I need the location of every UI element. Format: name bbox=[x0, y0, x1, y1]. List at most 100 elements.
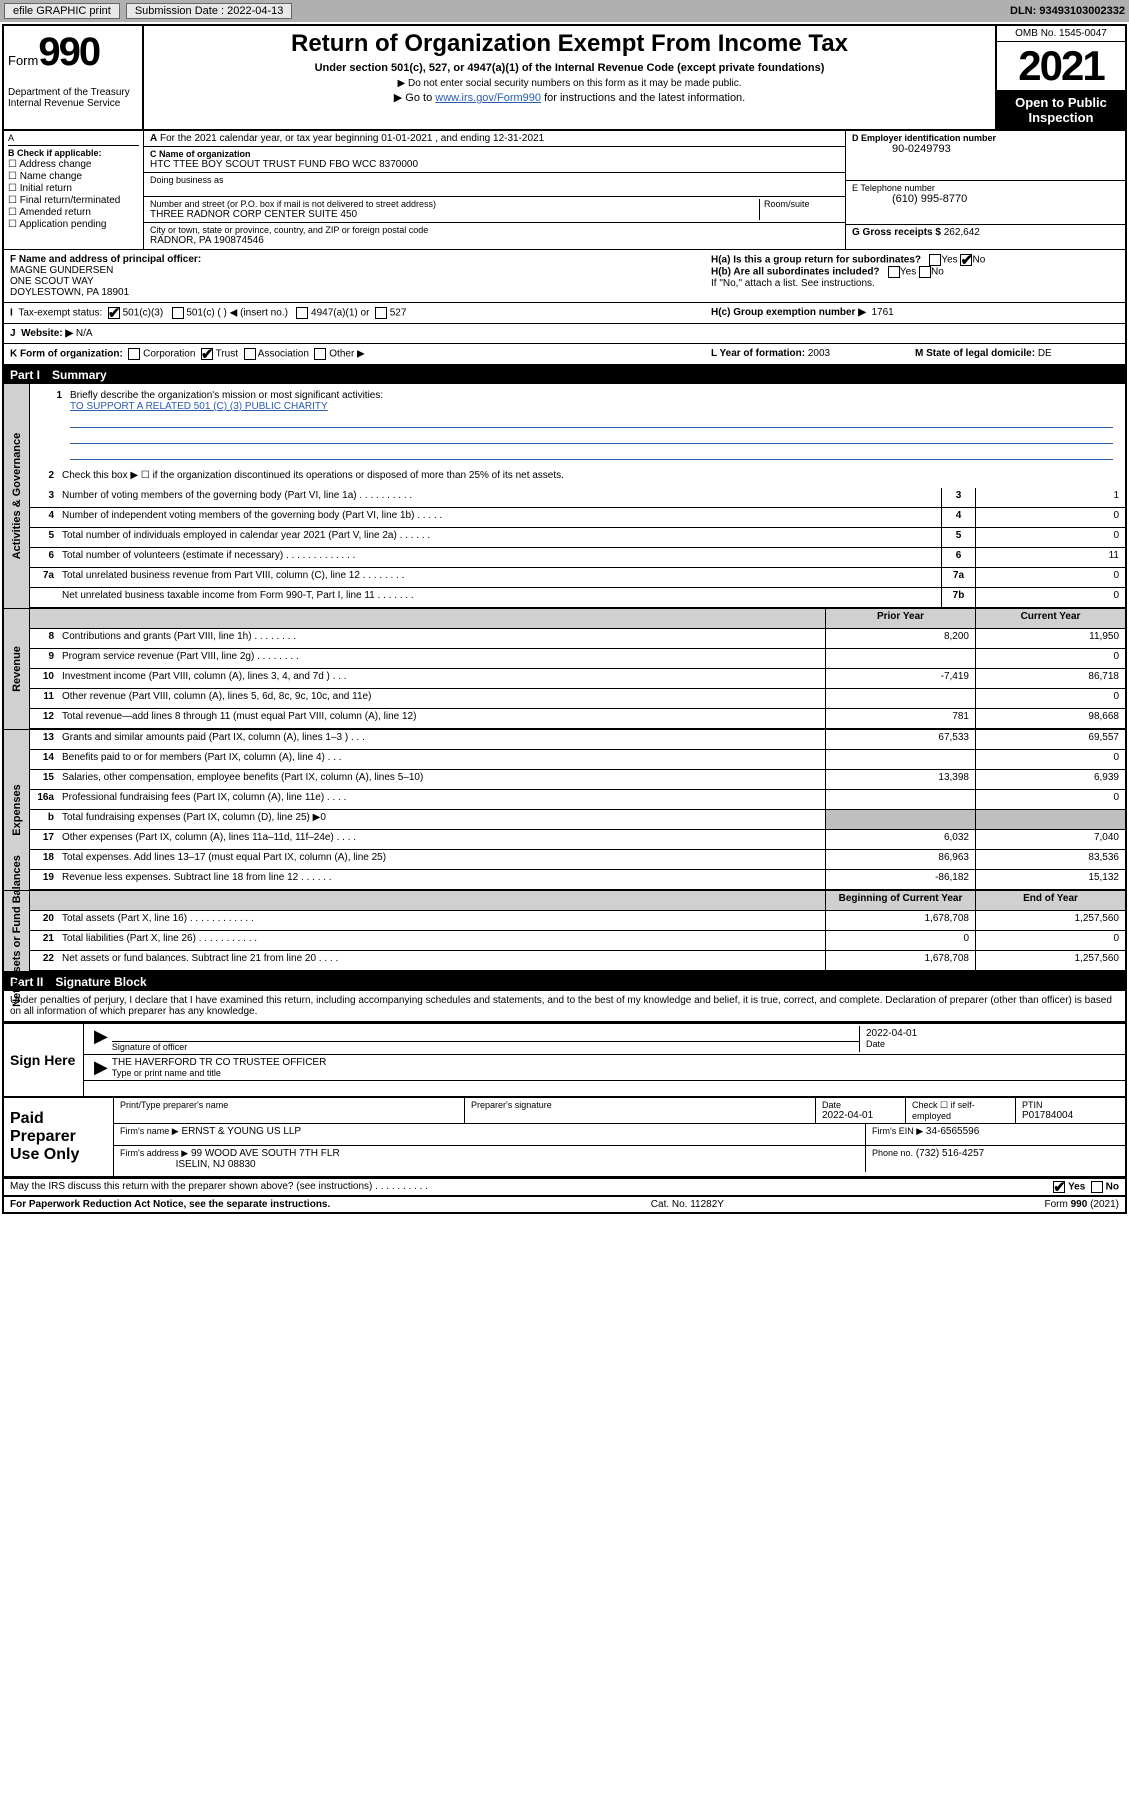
header-left: Form990 Department of the Treasury Inter… bbox=[4, 26, 144, 129]
section-net-assets: Net Assets or Fund Balances Beginning of… bbox=[4, 890, 1125, 973]
phone-value: (610) 995-8770 bbox=[852, 193, 1119, 205]
sign-here-block: Sign Here ▶ Signature of officer 2022-04… bbox=[4, 1022, 1125, 1096]
c-dba-cell: Doing business as bbox=[144, 173, 845, 197]
table-row: 22Net assets or fund balances. Subtract … bbox=[30, 951, 1125, 971]
section-expenses: Expenses 13Grants and similar amounts pa… bbox=[4, 729, 1125, 890]
table-row: 8Contributions and grants (Part VIII, li… bbox=[30, 629, 1125, 649]
mission-block: 1 Briefly describe the organization's mi… bbox=[30, 384, 1125, 468]
table-row: 5Total number of individuals employed in… bbox=[30, 528, 1125, 548]
j-website: J Website: ▶ N/A bbox=[4, 324, 705, 343]
cb-501c[interactable] bbox=[172, 307, 184, 319]
firm-ein: 34-6565596 bbox=[926, 1126, 979, 1137]
cb-trust[interactable] bbox=[201, 348, 213, 360]
row-j: J Website: ▶ N/A bbox=[4, 324, 1125, 344]
table-row: 14Benefits paid to or for members (Part … bbox=[30, 750, 1125, 770]
table-row: bTotal fundraising expenses (Part IX, co… bbox=[30, 810, 1125, 830]
section-a-g: A B Check if applicable: ☐ Address chang… bbox=[4, 131, 1125, 250]
discuss-yes-checkbox[interactable] bbox=[1053, 1181, 1065, 1193]
paid-preparer-block: Paid Preparer Use Only Print/Type prepar… bbox=[4, 1096, 1125, 1178]
cb-4947[interactable] bbox=[296, 307, 308, 319]
table-row: 6Total number of volunteers (estimate if… bbox=[30, 548, 1125, 568]
table-row: 18Total expenses. Add lines 13–17 (must … bbox=[30, 850, 1125, 870]
cb-initial-return[interactable]: ☐ Initial return bbox=[8, 183, 139, 194]
cb-other[interactable] bbox=[314, 348, 326, 360]
col-header-row: Prior Year Current Year bbox=[30, 609, 1125, 629]
table-row: 3Number of voting members of the governi… bbox=[30, 488, 1125, 508]
table-row: 20Total assets (Part X, line 16) . . . .… bbox=[30, 911, 1125, 931]
submission-date-button[interactable]: Submission Date : 2022-04-13 bbox=[126, 3, 293, 19]
org-address: THREE RADNOR CORP CENTER SUITE 450 bbox=[150, 209, 759, 220]
cb-527[interactable] bbox=[375, 307, 387, 319]
cb-amended-return[interactable]: ☐ Amended return bbox=[8, 207, 139, 218]
side-revenue: Revenue bbox=[4, 609, 30, 729]
hc-group-num: H(c) Group exemption number ▶ 1761 bbox=[705, 303, 1125, 323]
mission-text: TO SUPPORT A RELATED 501 (C) (3) PUBLIC … bbox=[70, 401, 328, 412]
part1-header: Part ISummary bbox=[4, 366, 1125, 384]
table-row: 16aProfessional fundraising fees (Part I… bbox=[30, 790, 1125, 810]
efile-print-button[interactable]: efile GRAPHIC print bbox=[4, 3, 120, 19]
arrow-icon: ▶ bbox=[90, 1026, 112, 1052]
form-subtitle: Under section 501(c), 527, or 4947(a)(1)… bbox=[152, 62, 987, 74]
lm-cell: L Year of formation: 2003 M State of leg… bbox=[705, 344, 1125, 364]
sign-here-label: Sign Here bbox=[4, 1024, 84, 1096]
table-row: Net unrelated business taxable income fr… bbox=[30, 588, 1125, 608]
section-revenue: Revenue Prior Year Current Year 8Contrib… bbox=[4, 608, 1125, 729]
side-net: Net Assets or Fund Balances bbox=[4, 891, 30, 971]
org-name: HTC TTEE BOY SCOUT TRUST FUND FBO WCC 83… bbox=[150, 159, 839, 170]
form-990-container: Form990 Department of the Treasury Inter… bbox=[2, 24, 1127, 1214]
table-row: 15Salaries, other compensation, employee… bbox=[30, 770, 1125, 790]
firm-phone: (732) 516-4257 bbox=[916, 1148, 984, 1159]
side-governance: Activities & Governance bbox=[4, 384, 30, 608]
line2-text: Check this box ▶ ☐ if the organization d… bbox=[58, 468, 1125, 488]
firm-name: ERNST & YOUNG US LLP bbox=[181, 1126, 301, 1137]
footer-left: For Paperwork Reduction Act Notice, see … bbox=[10, 1199, 330, 1210]
table-row: 7aTotal unrelated business revenue from … bbox=[30, 568, 1125, 588]
firm-addr2: ISELIN, NJ 08830 bbox=[176, 1159, 256, 1170]
cb-corp[interactable] bbox=[128, 348, 140, 360]
cb-application-pending[interactable]: ☐ Application pending bbox=[8, 219, 139, 230]
cb-name-change[interactable]: ☐ Name change bbox=[8, 171, 139, 182]
c-name-cell: C Name of organization HTC TTEE BOY SCOU… bbox=[144, 147, 845, 173]
cb-final-return[interactable]: ☐ Final return/terminated bbox=[8, 195, 139, 206]
form-note1: ▶ Do not enter social security numbers o… bbox=[152, 78, 987, 89]
form-note2: ▶ Go to www.irs.gov/Form990 for instruct… bbox=[152, 91, 987, 104]
part2-header: Part IISignature Block bbox=[4, 973, 1125, 991]
col-deg: D Employer identification number 90-0249… bbox=[845, 131, 1125, 249]
sign-date: 2022-04-01 bbox=[866, 1028, 1113, 1039]
ptin-value: P01784004 bbox=[1022, 1110, 1119, 1121]
table-row: 9Program service revenue (Part VIII, lin… bbox=[30, 649, 1125, 669]
declaration-text: Under penalties of perjury, I declare th… bbox=[4, 991, 1125, 1022]
form-number: Form990 bbox=[8, 30, 138, 75]
ha-yes-checkbox[interactable] bbox=[929, 254, 941, 266]
footer-mid: Cat. No. 11282Y bbox=[651, 1199, 724, 1210]
row-f-h: F Name and address of principal officer:… bbox=[4, 250, 1125, 303]
officer-name: THE HAVERFORD TR CO TRUSTEE OFFICER bbox=[112, 1057, 1119, 1068]
g-receipts-cell: G Gross receipts $ 262,642 bbox=[846, 225, 1125, 249]
net-header-row: Beginning of Current Year End of Year bbox=[30, 891, 1125, 911]
table-row: 11Other revenue (Part VIII, column (A), … bbox=[30, 689, 1125, 709]
table-row: 13Grants and similar amounts paid (Part … bbox=[30, 730, 1125, 750]
f-officer: F Name and address of principal officer:… bbox=[4, 250, 705, 302]
section-governance: Activities & Governance 1 Briefly descri… bbox=[4, 384, 1125, 608]
hb-no-checkbox[interactable] bbox=[919, 266, 931, 278]
c-city-cell: City or town, state or province, country… bbox=[144, 223, 845, 248]
irs-link[interactable]: www.irs.gov/Form990 bbox=[435, 92, 541, 104]
ha-no-checkbox[interactable] bbox=[960, 254, 972, 266]
row-klm: K Form of organization: Corporation Trus… bbox=[4, 344, 1125, 366]
row-a-text: A For the 2021 calendar year, or tax yea… bbox=[144, 131, 845, 147]
omb-number: OMB No. 1545-0047 bbox=[997, 26, 1125, 42]
table-row: 19Revenue less expenses. Subtract line 1… bbox=[30, 870, 1125, 890]
arrow-icon: ▶ bbox=[90, 1057, 112, 1078]
table-row: 10Investment income (Part VIII, column (… bbox=[30, 669, 1125, 689]
cb-assoc[interactable] bbox=[244, 348, 256, 360]
table-row: 21Total liabilities (Part X, line 26) . … bbox=[30, 931, 1125, 951]
discuss-no-checkbox[interactable] bbox=[1091, 1181, 1103, 1193]
cb-501c3[interactable] bbox=[108, 307, 120, 319]
h-group: H(a) Is this a group return for subordin… bbox=[705, 250, 1125, 302]
i-tax-status: I Tax-exempt status: 501(c)(3) 501(c) ( … bbox=[4, 303, 705, 323]
b-label: B Check if applicable: bbox=[8, 148, 139, 158]
hb-yes-checkbox[interactable] bbox=[888, 266, 900, 278]
header-mid: Return of Organization Exempt From Incom… bbox=[144, 26, 995, 129]
firm-addr1: 99 WOOD AVE SOUTH 7TH FLR bbox=[191, 1148, 340, 1159]
cb-address-change[interactable]: ☐ Address change bbox=[8, 159, 139, 170]
